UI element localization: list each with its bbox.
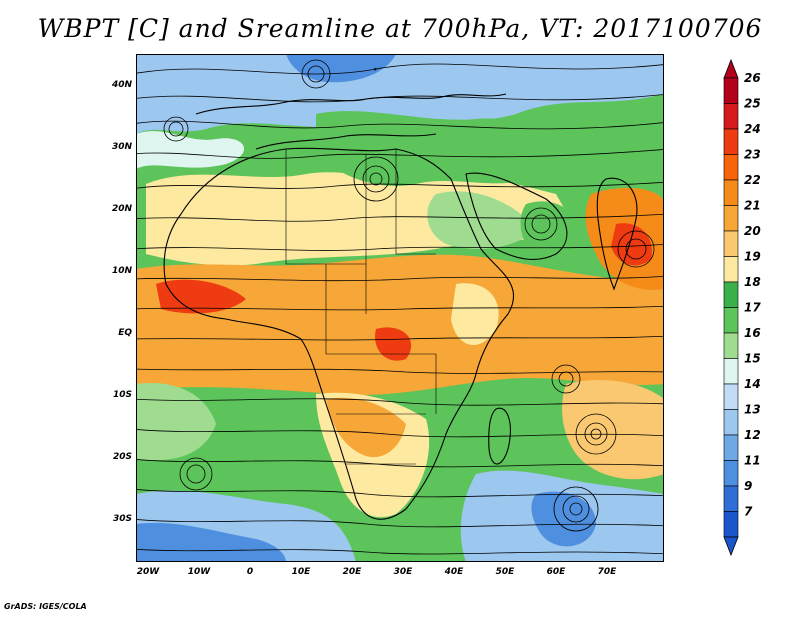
- lon-label-60e: 60E: [546, 567, 566, 577]
- colorbar-swatch: [723, 179, 739, 206]
- colorbar-label: 13: [744, 403, 761, 417]
- lat-label-20n: 20N: [111, 204, 132, 214]
- colorbar-swatch: [723, 307, 739, 334]
- colorbar-label: 15: [744, 352, 761, 366]
- field-arabia-light: [427, 191, 536, 249]
- colorbar-swatch: [723, 434, 739, 461]
- lon-label-20w: 20W: [136, 567, 160, 577]
- colorbar-label: 12: [744, 428, 761, 442]
- lat-label-40n: 40N: [111, 80, 132, 90]
- chart-title: WBPT [C] and Sreamline at 700hPa, VT: 20…: [37, 14, 763, 43]
- weather-map: [136, 54, 664, 562]
- lon-label-70e: 70E: [597, 567, 617, 577]
- colorbar-label: 26: [744, 71, 761, 85]
- field-west-atlantic-pale: [136, 383, 216, 461]
- lat-label-30n: 30N: [111, 142, 132, 152]
- lat-label-10n: 10N: [111, 266, 132, 276]
- lon-label-50e: 50E: [495, 567, 515, 577]
- field-north-pale: [136, 131, 245, 169]
- lon-label-0: 0: [246, 567, 254, 577]
- lon-label-20e: 20E: [342, 567, 362, 577]
- colorbar-swatch: [723, 103, 739, 130]
- colorbar-swatch: [723, 460, 739, 487]
- colorbar-swatch: [723, 332, 739, 359]
- field-north-cold-core: [286, 54, 396, 83]
- lon-label-10w: 10W: [187, 567, 211, 577]
- field-south-indian-cold: [531, 491, 596, 547]
- colorbar-label: 22: [744, 173, 761, 187]
- lon-label-40e: 40E: [444, 567, 464, 577]
- lon-label-30e: 30E: [393, 567, 413, 577]
- field-south-atlantic-cold: [136, 522, 286, 562]
- field-north-cool: [136, 54, 664, 134]
- europe-coastline: [195, 93, 507, 115]
- field-central-africa-hot: [375, 327, 412, 361]
- colorbar-swatch: [723, 485, 739, 512]
- colorbar-bottom-arrow: [723, 536, 739, 557]
- field-west-africa-hot: [156, 279, 246, 314]
- colorbar-label: 14: [744, 377, 761, 391]
- arabia-coastline: [465, 172, 568, 260]
- field-middle-east-green: [316, 111, 543, 186]
- lat-label-20s: 20S: [112, 452, 132, 462]
- colorbar-label: 7: [744, 505, 753, 519]
- lat-label-30s: 30S: [112, 514, 132, 524]
- colorbar-label: 21: [744, 199, 761, 213]
- colorbar-swatch: [723, 77, 739, 104]
- colorbar-label: 25: [744, 97, 761, 111]
- colorbar-swatch: [723, 383, 739, 410]
- field-east-africa-yellow: [451, 283, 499, 346]
- colorbar-label: 9: [744, 479, 752, 493]
- lat-label-10s: 10S: [112, 390, 132, 400]
- field-indian-ocean-south: [562, 379, 664, 480]
- colorbar-label: 23: [744, 148, 761, 162]
- field-tropical-orange: [136, 254, 664, 396]
- field-southern-africa-orange: [326, 397, 406, 458]
- colorbar-label: 11: [744, 454, 761, 468]
- india-coastline: [596, 177, 638, 291]
- grads-credit: GrADS: IGES/COLA: [4, 602, 87, 611]
- colorbar-swatch: [723, 358, 739, 385]
- colorbar-swatch: [723, 205, 739, 232]
- mediterranean-coastline: [255, 133, 437, 150]
- colorbar-label: 24: [744, 122, 761, 136]
- lat-label-eq: EQ: [118, 328, 132, 338]
- colorbar-swatch: [723, 230, 739, 257]
- colorbar-legend: 26 25 24 23 22 21 20 19 18 17 16 15 14 13 12 11 9 7: [723, 58, 761, 557]
- colorbar-swatch: [723, 511, 739, 538]
- colorbar-swatch: [723, 128, 739, 155]
- madagascar-coastline: [488, 407, 511, 465]
- borders: [285, 149, 437, 465]
- colorbar-top-arrow: [723, 58, 739, 79]
- colorbar-label: 16: [744, 326, 761, 340]
- colorbar-swatch: [723, 409, 739, 436]
- colorbar-label: 19: [744, 250, 761, 264]
- map-frame: [136, 54, 664, 562]
- streamlines: [136, 59, 664, 555]
- colorbar-swatch: [723, 154, 739, 181]
- colorbar-label: 20: [744, 224, 761, 238]
- colorbar-swatch: [723, 281, 739, 308]
- colorbar-label: 17: [744, 301, 761, 315]
- colorbar-label: 18: [744, 275, 761, 289]
- field-arabian-sea-core: [611, 223, 652, 266]
- colorbar-swatch: [723, 256, 739, 283]
- lon-label-10e: 10E: [291, 567, 311, 577]
